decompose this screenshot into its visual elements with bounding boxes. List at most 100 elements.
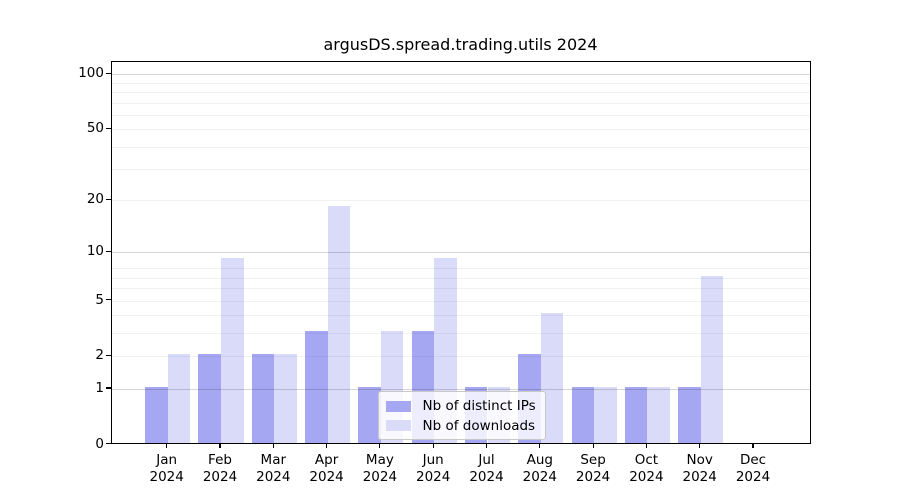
x-tick-label-sep: Sep 2024	[566, 452, 620, 486]
bar-distinct-ips-mar	[251, 354, 275, 443]
bar-downloads-jan	[167, 354, 191, 443]
x-tick-label-nov: Nov 2024	[673, 452, 727, 486]
y-tick-mark-20	[106, 198, 111, 200]
y-tick-mark-50	[106, 127, 111, 129]
x-tick-month: Mar	[260, 452, 287, 468]
x-tick-month: Feb	[208, 452, 232, 468]
x-tick-year: 2024	[309, 469, 344, 485]
bar-downloads-feb	[221, 257, 244, 443]
gridline-y-10	[111, 252, 810, 254]
gridline-y-70	[111, 102, 810, 104]
x-tick-month: Oct	[634, 452, 659, 468]
gridline-y-2	[111, 356, 810, 358]
gridline-y-50	[111, 129, 810, 131]
x-tick-mark-sep	[592, 443, 594, 448]
y-tick-mark-100	[106, 72, 111, 75]
legend-item-downloads: Nb of downloads	[385, 416, 539, 436]
x-tick-month: May	[365, 452, 394, 468]
y-tick-label-100: 100	[78, 65, 104, 82]
x-tick-month: Apr	[314, 452, 339, 468]
bar-distinct-ips-nov	[678, 386, 701, 443]
gridline-y-4	[111, 315, 810, 317]
legend-label-distinct-ips: Nb of distinct IPs	[422, 398, 536, 415]
x-tick-month: Jul	[478, 452, 495, 468]
x-tick-month: Aug	[526, 452, 553, 468]
y-tick-label-10: 10	[86, 243, 104, 260]
x-tick-label-jul: Jul 2024	[460, 452, 514, 486]
x-tick-year: 2024	[629, 469, 664, 485]
x-tick-year: 2024	[362, 469, 398, 485]
bar-downloads-aug	[540, 313, 564, 443]
x-tick-mark-oct	[645, 443, 647, 448]
x-tick-year: 2024	[202, 469, 238, 485]
x-tick-label-feb: Feb 2024	[193, 452, 247, 486]
x-tick-label-may: May 2024	[353, 452, 407, 486]
gridline-y-1	[111, 388, 810, 390]
x-tick-year: 2024	[416, 469, 451, 485]
gridline-y-80	[111, 92, 810, 94]
bar-distinct-ips-may	[358, 386, 381, 443]
x-tick-mark-jul	[485, 443, 488, 448]
y-tick-mark-10	[106, 250, 111, 252]
gridline-y-100	[111, 74, 810, 76]
x-tick-mark-apr	[326, 443, 328, 448]
x-tick-month: Sep	[580, 452, 606, 468]
x-tick-mark-mar	[272, 443, 274, 448]
y-tick-mark-2	[106, 354, 111, 356]
gridline-y-30	[111, 169, 810, 171]
bar-downloads-apr	[327, 206, 351, 443]
x-tick-mark-nov	[699, 443, 701, 448]
x-tick-mark-jun	[432, 443, 434, 448]
x-tick-label-aug: Aug 2024	[513, 452, 567, 486]
gridline-y-40	[111, 146, 810, 148]
x-tick-label-jan: Jan 2024	[140, 452, 194, 486]
legend-swatch-downloads	[385, 420, 411, 432]
y-tick-label-5: 5	[95, 291, 104, 308]
x-tick-year: 2024	[469, 469, 504, 485]
chart-title: argusDS.spread.trading.utils 2024	[323, 35, 598, 54]
x-tick-year: 2024	[149, 469, 184, 485]
legend-item-distinct-ips: Nb of distinct IPs	[385, 397, 539, 417]
x-tick-year: 2024	[735, 469, 771, 485]
legend-swatch-distinct-ips	[385, 400, 411, 412]
x-tick-month: Jun	[422, 452, 444, 468]
y-tick-mark-1	[106, 387, 111, 389]
x-tick-month: Nov	[686, 452, 713, 468]
bar-distinct-ips-jan	[145, 386, 168, 443]
y-tick-label-0: 0	[95, 435, 104, 452]
bar-distinct-ips-feb	[198, 354, 221, 443]
bar-downloads-nov	[700, 275, 724, 443]
x-tick-label-dec: Dec 2024	[726, 452, 780, 486]
gridline-y-7	[111, 277, 810, 279]
bar-downloads-sep	[594, 386, 617, 443]
bar-distinct-ips-sep	[571, 386, 595, 443]
y-tick-label-1: 1	[95, 379, 104, 396]
x-tick-month: Jan	[156, 452, 178, 468]
x-tick-year: 2024	[522, 469, 557, 485]
gridline-y-6	[111, 288, 810, 290]
y-tick-mark-5	[106, 299, 111, 301]
y-tick-label-2: 2	[95, 347, 104, 364]
y-tick-label-50: 50	[86, 120, 104, 137]
x-tick-label-apr: Apr 2024	[300, 452, 354, 486]
gridline-y-5	[111, 300, 810, 302]
x-tick-label-mar: Mar 2024	[246, 452, 300, 486]
plot-area: Nb of distinct IPs Nb of downloads	[110, 61, 811, 444]
gridline-y-3	[111, 333, 810, 335]
grid-layer	[111, 62, 810, 443]
x-tick-mark-feb	[219, 443, 221, 448]
gridline-y-20	[111, 200, 810, 202]
gridline-y-60	[111, 114, 810, 116]
bar-distinct-ips-oct	[624, 386, 648, 443]
bar-distinct-ips-apr	[305, 331, 328, 443]
x-tick-mark-aug	[539, 443, 541, 448]
legend: Nb of distinct IPs Nb of downloads	[377, 390, 546, 440]
x-tick-year: 2024	[682, 469, 717, 485]
legend-label-downloads: Nb of downloads	[422, 417, 536, 434]
gridline-y-8	[111, 268, 810, 270]
bar-downloads-mar	[274, 354, 297, 443]
x-tick-mark-jan	[166, 443, 168, 448]
x-tick-mark-dec	[752, 443, 754, 448]
